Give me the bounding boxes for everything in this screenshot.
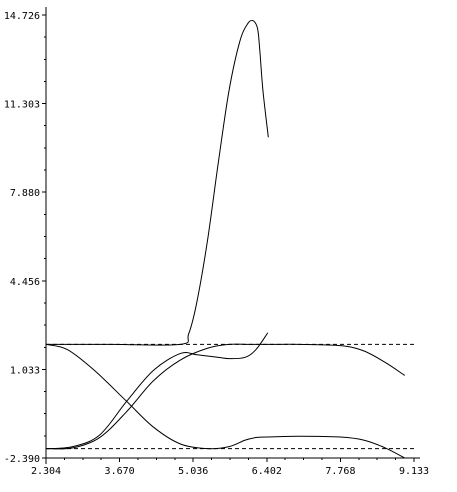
x-tick-label: 6.402 [252,466,282,477]
y-axis-ticks: -2.390 1.033 4.456 7.880 11.303 14.726 [4,11,46,465]
series-line-2 [45,343,405,459]
x-tick-label: 7.768 [325,466,355,477]
series-line-4 [45,332,269,450]
y-tick-label: -2.390 [4,454,40,465]
series-line-1 [46,19,269,346]
y-tick-label: 11.303 [4,100,40,111]
y-tick-label: 14.726 [4,11,40,22]
chart-axes [42,7,420,464]
x-tick-label: 2.304 [31,466,61,477]
x-tick-label: 3.670 [105,466,135,477]
y-tick-label: 4.456 [10,277,40,288]
chart-series [45,19,405,459]
x-axis-ticks: 2.304 3.670 5.036 6.402 7.768 9.133 [31,458,429,477]
x-tick-label: 5.036 [178,466,208,477]
x-tick-label: 9.133 [399,466,429,477]
y-tick-label: 7.880 [10,188,40,199]
series-line-3 [45,343,405,450]
y-tick-label: 1.033 [10,365,40,376]
